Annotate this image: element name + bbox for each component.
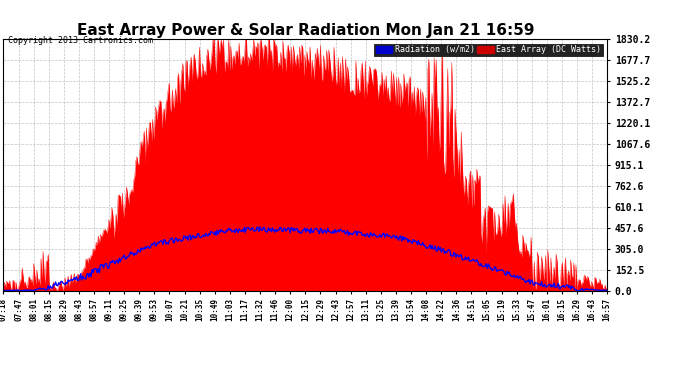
Title: East Array Power & Solar Radiation Mon Jan 21 16:59: East Array Power & Solar Radiation Mon J… xyxy=(77,23,534,38)
Legend: Radiation (w/m2), East Array (DC Watts): Radiation (w/m2), East Array (DC Watts) xyxy=(374,44,603,56)
Text: Copyright 2013 Cartronics.com: Copyright 2013 Cartronics.com xyxy=(8,36,153,45)
